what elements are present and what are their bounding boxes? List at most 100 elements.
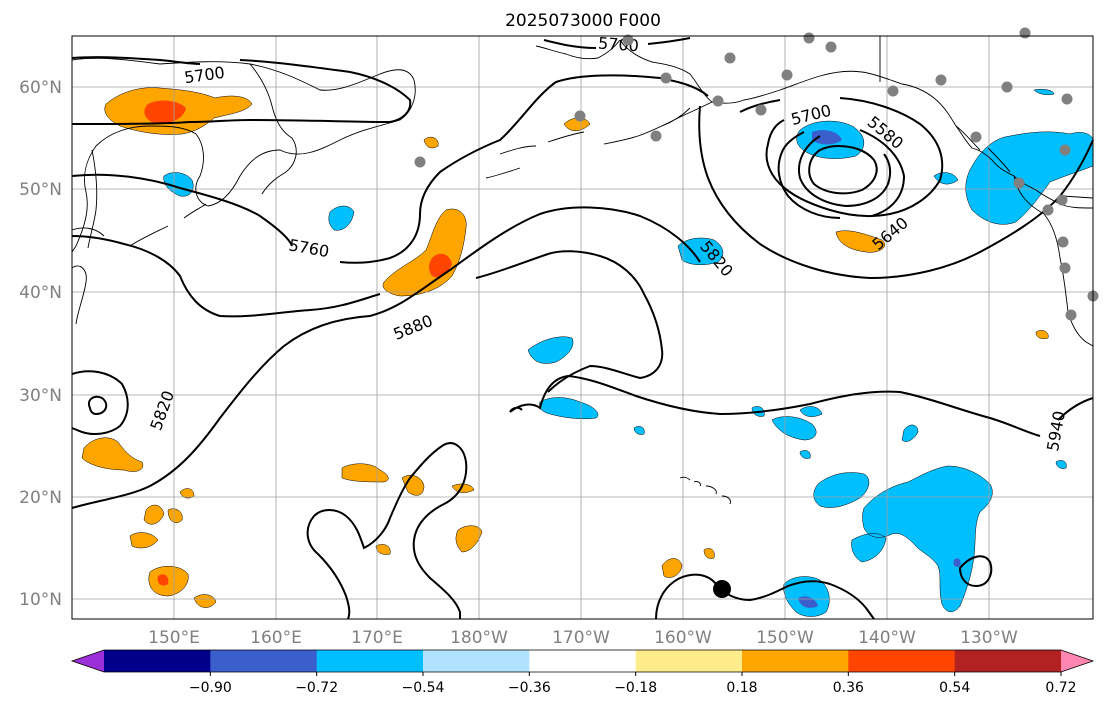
station-marker <box>1061 93 1073 105</box>
station-marker <box>1065 309 1077 321</box>
positive-anomaly-sw5 <box>193 594 217 608</box>
positive-anomaly-west <box>81 437 144 472</box>
y-tick-label: 30°N <box>19 386 62 406</box>
negative-anomaly-south <box>783 576 830 617</box>
negative-anomaly-sub2 <box>539 397 599 420</box>
coast-alaska-peninsula <box>603 101 713 145</box>
colorbar-segment <box>210 650 318 672</box>
height-contours <box>71 37 1094 620</box>
station-marker <box>935 74 947 86</box>
contour-5640-ring <box>777 129 906 219</box>
positive-anomaly-small3 <box>703 548 715 559</box>
x-tick-label: 130°W <box>960 628 1018 648</box>
negative-anomaly-small-east4 <box>1033 88 1055 96</box>
colorbar-tick-label: 0.18 <box>726 680 757 696</box>
contour-5760 <box>71 74 709 264</box>
positive-anomaly-sw4 <box>167 508 183 523</box>
positive-anomaly-central4 <box>455 525 483 553</box>
colorbar-segment <box>316 650 424 672</box>
colorbar-tick-label: −0.90 <box>189 680 232 696</box>
station-marker <box>1059 262 1071 274</box>
coast-canada-border <box>1061 195 1094 199</box>
colorbar-tick-label: 0.54 <box>939 680 970 696</box>
y-tick-label: 20°N <box>19 488 62 508</box>
colorbar-tick-label: −0.36 <box>508 680 551 696</box>
negative-anomaly-small-east3 <box>799 450 811 459</box>
positive-anomaly-sw2 <box>143 504 165 525</box>
station-marker <box>825 41 837 53</box>
station-marker <box>650 130 662 142</box>
storm-marker <box>713 580 731 598</box>
positive-anomaly-gulf <box>835 230 886 253</box>
coast-alaska-panhandle <box>955 125 1011 173</box>
coast-hawaii <box>679 476 731 505</box>
station-marker <box>755 104 767 116</box>
y-tick-label: 40°N <box>19 283 62 303</box>
station-marker <box>1001 81 1013 93</box>
negative-anomaly-low-core <box>812 130 842 145</box>
contour-5880 <box>71 206 701 509</box>
coast-japan <box>71 227 105 325</box>
map-title: 2025073000 F000 <box>505 11 661 31</box>
colorbar-tick-label: 0.72 <box>1045 680 1076 696</box>
contour-5580-ring <box>798 135 892 208</box>
positive-anomaly-sw6 <box>179 488 195 499</box>
colorbar-tick-label: −0.72 <box>295 680 338 696</box>
colorbar-tick-label: 0.36 <box>833 680 864 696</box>
y-tick-label: 10°N <box>19 590 62 610</box>
x-tick-label: 180°W <box>450 628 508 648</box>
coast-alaska-west <box>535 39 621 60</box>
x-tick-label: 170°E <box>351 628 403 648</box>
coast-aleutians <box>485 131 585 179</box>
coast-canada-west <box>1013 175 1094 347</box>
colorbar-segment <box>635 650 743 672</box>
positive-anomaly-small1 <box>423 136 439 149</box>
station-marker <box>1019 27 1031 39</box>
map-frame <box>71 35 1094 620</box>
contour-south-loop <box>306 442 468 620</box>
station-marker <box>660 72 672 84</box>
negative-anomaly-shading <box>163 88 1094 617</box>
contour-inner-ring <box>808 144 878 195</box>
station-marker <box>1042 204 1054 216</box>
positive-anomaly-aleutian <box>563 117 591 131</box>
station-marker <box>1059 144 1071 156</box>
station-marker <box>574 110 586 122</box>
station-marker <box>414 156 426 168</box>
x-tick-label: 170°W <box>552 628 610 648</box>
map-panel: 5700 5700 5700 5580 5640 5760 5820 5880 … <box>71 27 1099 620</box>
station-marker <box>1057 236 1069 248</box>
negative-anomaly-trop2 <box>799 406 823 417</box>
colorbar-segment <box>954 650 1062 672</box>
negative-anomaly-small-east1 <box>1055 460 1067 469</box>
station-marker <box>712 95 724 107</box>
x-tick-label: 150°E <box>148 628 200 648</box>
positive-anomaly-sw1-core <box>157 574 169 586</box>
x-tick-label: 140°W <box>858 628 916 648</box>
station-marker <box>970 131 982 143</box>
colorbar-segments <box>70 649 1095 673</box>
negative-anomaly-trop4 <box>901 424 919 442</box>
negative-anomaly-east-large <box>813 465 993 612</box>
colorbar-tick-label: −0.54 <box>402 680 445 696</box>
station-marker <box>622 34 634 46</box>
x-tick-label: 160°W <box>654 628 712 648</box>
y-axis-labels: 10°N 20°N 30°N 40°N 50°N 60°N <box>19 78 62 610</box>
positive-anomaly-sw3 <box>129 532 159 549</box>
x-axis-labels: 150°E 160°E 170°E 180°W 170°W 160°W 150°… <box>148 628 1018 648</box>
negative-anomaly-bc-coast <box>965 131 1094 225</box>
colorbar-segment <box>423 650 530 672</box>
negative-anomaly-center <box>328 205 355 231</box>
contour-5700-north <box>71 56 412 125</box>
station-marker <box>887 85 899 97</box>
colorbar: −0.90 −0.72 −0.54 −0.36 −0.18 0.18 0.36 0.54 0.7… <box>70 649 1095 696</box>
x-tick-label: 160°E <box>250 628 302 648</box>
negative-anomaly-small-east2 <box>633 426 645 435</box>
contour-5820-west <box>71 370 129 435</box>
station-marker <box>803 32 815 44</box>
coast-kamchatka <box>249 63 297 195</box>
negative-anomaly-east-core <box>953 558 961 567</box>
colorbar-segment <box>529 650 637 672</box>
contour-5700-alaska <box>543 37 691 49</box>
